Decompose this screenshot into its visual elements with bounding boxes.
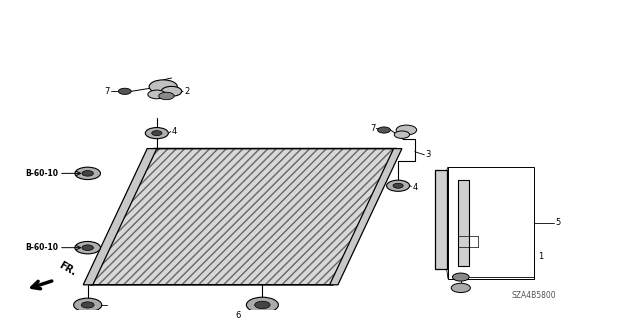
Text: 2: 2 — [184, 87, 189, 96]
Text: 7: 7 — [104, 87, 109, 96]
Circle shape — [387, 180, 410, 191]
Circle shape — [118, 88, 131, 94]
Bar — [458, 180, 469, 266]
Circle shape — [451, 283, 470, 293]
Text: B-60-10: B-60-10 — [26, 169, 59, 178]
Circle shape — [74, 298, 102, 312]
Bar — [448, 167, 534, 278]
Polygon shape — [330, 149, 402, 285]
Circle shape — [75, 167, 100, 180]
Text: 5: 5 — [556, 219, 561, 227]
Circle shape — [159, 92, 174, 100]
Text: 4: 4 — [413, 183, 418, 192]
Circle shape — [152, 131, 162, 136]
Circle shape — [378, 127, 390, 133]
Circle shape — [161, 86, 182, 96]
Text: B-60-10: B-60-10 — [26, 243, 59, 252]
Bar — [435, 170, 447, 269]
Circle shape — [75, 241, 100, 254]
Polygon shape — [90, 149, 397, 285]
Circle shape — [81, 302, 94, 308]
Text: 3: 3 — [426, 150, 431, 159]
Text: 1: 1 — [538, 252, 543, 262]
Text: 6: 6 — [236, 311, 241, 319]
Circle shape — [148, 90, 166, 99]
Text: 6: 6 — [94, 302, 99, 311]
Text: SZA4B5800: SZA4B5800 — [512, 291, 557, 300]
Circle shape — [255, 301, 270, 309]
Circle shape — [452, 273, 469, 281]
Text: FR.: FR. — [58, 260, 78, 278]
Circle shape — [149, 80, 177, 93]
Circle shape — [246, 297, 278, 313]
Circle shape — [82, 171, 93, 176]
Polygon shape — [83, 149, 157, 285]
Circle shape — [396, 125, 417, 135]
Circle shape — [394, 131, 410, 138]
Circle shape — [145, 128, 168, 139]
Text: 4: 4 — [172, 127, 177, 136]
Text: 7: 7 — [370, 124, 375, 133]
Circle shape — [393, 183, 403, 188]
Circle shape — [82, 245, 93, 250]
